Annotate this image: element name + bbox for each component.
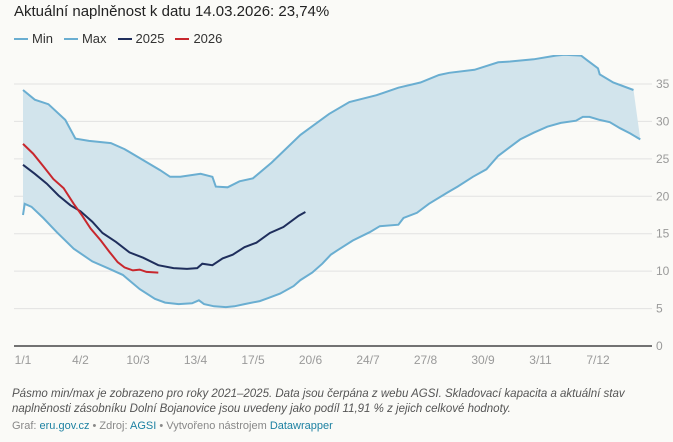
legend-label-2025: 2025 (135, 31, 165, 46)
x-tick-label: 1/1 (15, 353, 32, 367)
legend-swatch-max (63, 37, 78, 40)
legend-swatch-min (14, 37, 28, 40)
byline-tool-label: Vytvořeno nástrojem (166, 420, 267, 432)
legend-swatch-2025 (117, 37, 132, 40)
min-max-band (23, 55, 641, 308)
byline: Graf: eru.gov.cz • Zdroj: AGSI • Vytvoře… (12, 420, 333, 432)
y-tick-label: 15 (656, 227, 670, 241)
legend-item-min: Min (14, 31, 53, 46)
series-line-min (22, 115, 641, 309)
x-tick-label: 4/2 (72, 353, 89, 367)
y-tick-label: 20 (656, 189, 670, 203)
series-line-2026 (22, 143, 159, 274)
legend: Min Max 2025 2026 (14, 31, 222, 46)
x-tick-label: 10/3 (126, 353, 150, 367)
x-tick-label: 7/12 (586, 353, 610, 367)
y-tick-label: 25 (656, 152, 670, 166)
y-tick-label: 35 (656, 77, 670, 91)
x-tick-label: 27/8 (414, 353, 438, 367)
byline-separator: • (156, 420, 167, 432)
chart-title: Aktuální naplněnost k datu 14.03.2026: 2… (14, 3, 330, 20)
legend-label-2026: 2026 (193, 31, 223, 46)
y-axis-ticks: 0 5 10 15 20 25 30 35 (656, 77, 670, 353)
x-tick-label: 20/6 (299, 353, 323, 367)
series-line-2025 (22, 164, 306, 270)
byline-separator: • (89, 420, 100, 432)
byline-datawrapper-link[interactable]: Datawrapper (269, 420, 333, 432)
line-chart: 0 5 10 15 20 25 30 35 1/1 4/2 10/3 13/4 17/5 20/6 24/… (14, 55, 670, 367)
legend-item-2026: 2026 (175, 31, 222, 46)
byline-graf-link[interactable]: eru.gov.cz (39, 420, 90, 432)
x-axis-ticks: 1/1 4/2 10/3 13/4 17/5 20/6 24/7 27/8 30/9 3/11 7/… (15, 353, 610, 367)
legend-label-min: Min (32, 31, 53, 46)
byline-graf-label: Graf: (12, 420, 37, 432)
series-line-max (22, 55, 634, 189)
legend-item-2025: 2025 (117, 31, 165, 46)
chart-notes: Pásmo min/max je zobrazeno pro roky 2021… (12, 388, 625, 415)
x-tick-label: 30/9 (471, 353, 495, 367)
legend-swatch-2026 (175, 37, 190, 40)
y-tick-label: 5 (656, 302, 663, 316)
x-tick-label: 24/7 (356, 353, 380, 367)
x-tick-label: 3/11 (529, 353, 552, 367)
y-tick-label: 0 (656, 339, 663, 353)
legend-item-max: Max (63, 31, 107, 46)
x-tick-label: 17/5 (241, 353, 265, 367)
y-tick-label: 30 (656, 114, 670, 128)
x-tick-label: 13/4 (184, 353, 208, 367)
byline-source-link[interactable]: AGSI (130, 420, 157, 432)
legend-label-max: Max (81, 31, 107, 46)
byline-zdroj-label: Zdroj: (99, 420, 128, 432)
y-tick-label: 10 (656, 264, 670, 278)
